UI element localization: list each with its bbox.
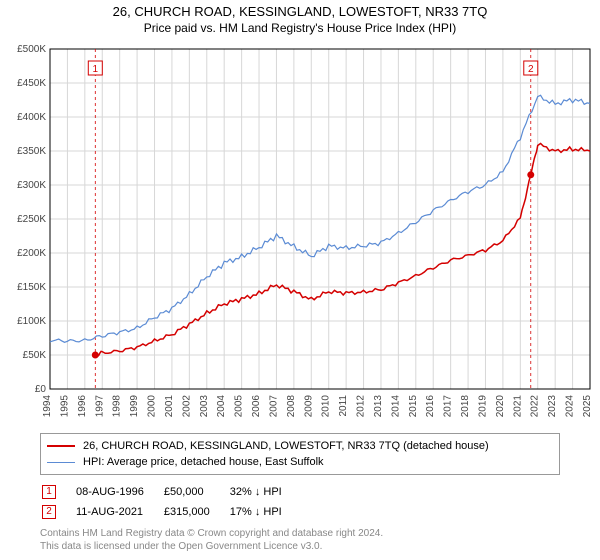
footer-line: Contains HM Land Registry data © Crown c… bbox=[40, 527, 560, 540]
svg-text:2002: 2002 bbox=[181, 395, 192, 418]
svg-text:1998: 1998 bbox=[112, 395, 123, 418]
svg-text:2004: 2004 bbox=[216, 395, 227, 418]
svg-text:2021: 2021 bbox=[512, 395, 523, 418]
legend: 26, CHURCH ROAD, KESSINGLAND, LOWESTOFT,… bbox=[40, 433, 560, 475]
svg-text:2010: 2010 bbox=[321, 395, 332, 418]
svg-text:£0: £0 bbox=[35, 384, 47, 395]
event-date: 11-AUG-2021 bbox=[76, 503, 162, 521]
svg-text:2003: 2003 bbox=[199, 395, 210, 418]
line-chart: £0 £50K £100K £150K £200K £250K £300K £350K £400… bbox=[0, 39, 600, 429]
events-table: 1 08-AUG-1996£50,00032% ↓ HPI 2 11-AUG-2021… bbox=[40, 481, 302, 523]
svg-text:2022: 2022 bbox=[530, 395, 541, 418]
svg-text:2015: 2015 bbox=[408, 395, 419, 418]
svg-text:£350K: £350K bbox=[17, 146, 46, 157]
footer-attribution: Contains HM Land Registry data © Crown c… bbox=[40, 527, 560, 553]
svg-text:2007: 2007 bbox=[268, 395, 279, 418]
svg-text:1999: 1999 bbox=[129, 395, 140, 418]
svg-text:2: 2 bbox=[528, 64, 534, 75]
chart-area: £0 £50K £100K £150K £200K £250K £300K £350K £400… bbox=[0, 39, 600, 429]
legend-row: 26, CHURCH ROAD, KESSINGLAND, LOWESTOFT,… bbox=[47, 438, 553, 454]
svg-text:2005: 2005 bbox=[234, 395, 245, 418]
chart-subtitle: Price paid vs. HM Land Registry's House … bbox=[0, 19, 600, 39]
legend-swatch bbox=[47, 462, 75, 463]
svg-text:2013: 2013 bbox=[373, 395, 384, 418]
event-date: 08-AUG-1996 bbox=[76, 483, 162, 501]
svg-text:2012: 2012 bbox=[356, 395, 367, 418]
svg-text:1995: 1995 bbox=[59, 395, 70, 418]
svg-text:2006: 2006 bbox=[251, 395, 262, 418]
svg-text:1997: 1997 bbox=[94, 395, 105, 418]
svg-text:2009: 2009 bbox=[303, 395, 314, 418]
event-delta: 17% ↓ HPI bbox=[230, 503, 300, 521]
svg-text:£500K: £500K bbox=[17, 44, 46, 55]
svg-text:2023: 2023 bbox=[547, 395, 558, 418]
svg-text:2017: 2017 bbox=[443, 395, 454, 418]
event-row: 1 08-AUG-1996£50,00032% ↓ HPI bbox=[42, 483, 300, 501]
svg-text:2000: 2000 bbox=[147, 395, 158, 418]
svg-text:2025: 2025 bbox=[582, 395, 593, 418]
svg-text:2016: 2016 bbox=[425, 395, 436, 418]
svg-text:2011: 2011 bbox=[338, 395, 349, 417]
svg-text:2018: 2018 bbox=[460, 395, 471, 418]
svg-text:£50K: £50K bbox=[23, 350, 47, 361]
legend-label: 26, CHURCH ROAD, KESSINGLAND, LOWESTOFT,… bbox=[83, 440, 489, 452]
svg-text:1994: 1994 bbox=[42, 395, 53, 418]
svg-text:1: 1 bbox=[93, 64, 99, 75]
svg-text:£200K: £200K bbox=[17, 248, 46, 259]
event-row: 2 11-AUG-2021£315,00017% ↓ HPI bbox=[42, 503, 300, 521]
svg-text:£300K: £300K bbox=[17, 180, 46, 191]
legend-label: HPI: Average price, detached house, East… bbox=[83, 456, 324, 468]
chart-title: 26, CHURCH ROAD, KESSINGLAND, LOWESTOFT,… bbox=[0, 0, 600, 19]
svg-text:2019: 2019 bbox=[477, 395, 488, 418]
svg-text:2024: 2024 bbox=[565, 395, 576, 418]
svg-text:£400K: £400K bbox=[17, 112, 46, 123]
footer-line: This data is licensed under the Open Gov… bbox=[40, 540, 560, 553]
event-marker-box: 1 bbox=[42, 485, 56, 499]
event-marker-box: 2 bbox=[42, 505, 56, 519]
event-delta: 32% ↓ HPI bbox=[230, 483, 300, 501]
legend-swatch bbox=[47, 445, 75, 447]
legend-row: HPI: Average price, detached house, East… bbox=[47, 454, 553, 470]
svg-text:2008: 2008 bbox=[286, 395, 297, 418]
event-price: £50,000 bbox=[164, 483, 228, 501]
svg-text:£450K: £450K bbox=[17, 78, 46, 89]
svg-text:£150K: £150K bbox=[17, 282, 46, 293]
svg-text:1996: 1996 bbox=[77, 395, 88, 418]
svg-text:2014: 2014 bbox=[390, 395, 401, 418]
svg-text:£250K: £250K bbox=[17, 214, 46, 225]
event-price: £315,000 bbox=[164, 503, 228, 521]
svg-text:£100K: £100K bbox=[17, 316, 46, 327]
svg-text:2001: 2001 bbox=[164, 395, 175, 418]
svg-text:2020: 2020 bbox=[495, 395, 506, 418]
